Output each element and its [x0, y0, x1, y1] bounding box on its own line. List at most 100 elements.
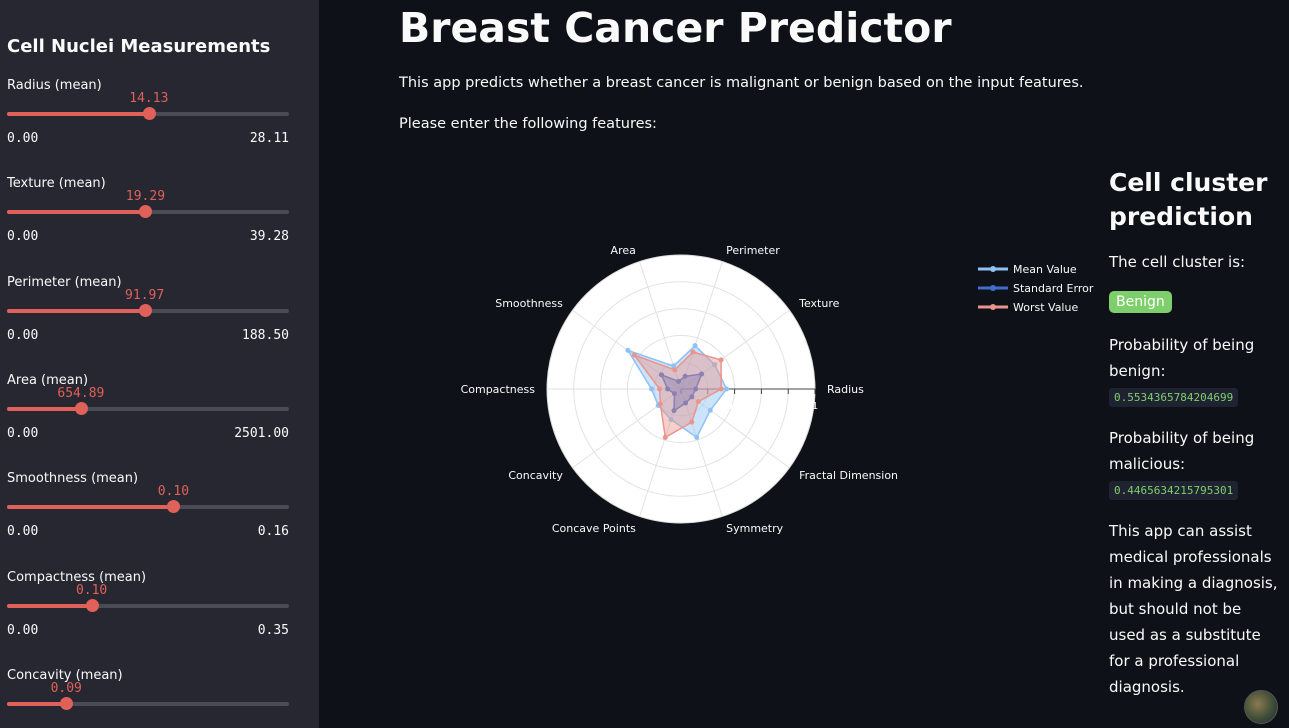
slider-min: 0.00 [7, 328, 39, 343]
slider-thumb[interactable] [60, 697, 74, 710]
axis-label: Smoothness [495, 297, 563, 310]
series-point-2 [718, 386, 724, 392]
benign-probability-label: Probability of being benign: [1109, 336, 1255, 380]
slider-track[interactable] [7, 500, 289, 513]
angular-gridline [572, 388, 682, 469]
series-point-2 [657, 401, 663, 407]
series-point-1 [682, 373, 688, 379]
angular-gridline [680, 261, 723, 390]
slider-thumb[interactable] [74, 402, 88, 415]
slider-max: 0.16 [257, 524, 289, 539]
legend-marker [990, 285, 996, 291]
slider-max: 2501.00 [234, 426, 289, 441]
slider-label: Concavity (mean) [7, 668, 123, 683]
slider-max: 188.50 [242, 328, 289, 343]
radar-chart[interactable]: 0 0.2 0.4 0.6 0.8 1 Radius Texture Perimeter Area… [420, 200, 1100, 580]
slider-track[interactable] [7, 107, 289, 120]
axis-label: Symmetry [726, 522, 784, 535]
slider-3[interactable]: Area (mean) 654.89 0.00 2501.00 [7, 373, 289, 463]
slider-thumb[interactable] [85, 599, 99, 612]
instruction-text: Please enter the following features: [399, 116, 657, 132]
legend-marker [990, 266, 996, 272]
radial-tick-label: 0.8 [780, 401, 796, 412]
slider-fill [7, 702, 67, 706]
slider-label: Perimeter (mean) [7, 275, 122, 290]
slider-min: 0.00 [7, 229, 39, 244]
slider-label: Smoothness (mean) [7, 471, 139, 486]
slider-5[interactable]: Compactness (mean) 0.10 0.00 0.35 [7, 570, 289, 660]
slider-label: Compactness (mean) [7, 570, 147, 585]
user-avatar[interactable] [1244, 690, 1278, 724]
slider-thumb[interactable] [138, 304, 152, 317]
slider-thumb[interactable] [139, 205, 153, 218]
slider-2[interactable]: Perimeter (mean) 91.97 0.00 188.50 [7, 275, 289, 365]
slider-label: Radius (mean) [7, 78, 102, 93]
slider-4[interactable]: Smoothness (mean) 0.10 0.00 0.16 [7, 471, 289, 561]
axis-label: Compactness [461, 383, 536, 396]
radial-tick-label: 0.6 [753, 401, 769, 412]
series-point-2 [631, 352, 637, 358]
axis-label: Area [611, 244, 636, 257]
series-point-1 [683, 400, 689, 406]
slider-value: 19.29 [125, 189, 166, 204]
series-point-0 [671, 363, 677, 369]
series-point-2 [718, 357, 724, 363]
series-point-0 [668, 417, 674, 423]
slider-track[interactable] [7, 402, 289, 415]
series-point-2 [662, 434, 668, 440]
slider-thumb[interactable] [142, 107, 156, 120]
app-description: This app predicts whether a breast cance… [399, 75, 1084, 91]
slider-0[interactable]: Radius (mean) 14.13 0.00 28.11 [7, 78, 289, 168]
slider-track[interactable] [7, 205, 289, 218]
series-point-1 [671, 391, 677, 397]
slider-value: 91.97 [125, 288, 165, 303]
slider-6[interactable]: Concavity (mean) 0.09 [7, 668, 289, 728]
slider-track[interactable] [7, 697, 289, 710]
slider-min: 0.00 [7, 426, 39, 441]
slider-1[interactable]: Texture (mean) 19.29 0.00 39.28 [7, 176, 289, 266]
slider-fill [7, 505, 174, 509]
slider-min: 0.00 [7, 524, 39, 539]
page-title: Breast Cancer Predictor [399, 4, 952, 52]
sidebar: Cell Nuclei Measurements Radius (mean) 14… [0, 0, 319, 728]
series-point-1 [693, 386, 699, 392]
slider-fill [7, 210, 146, 214]
legend-label: Mean Value [1013, 263, 1077, 276]
disclaimer-text: This app can assist medical professional… [1109, 522, 1278, 696]
slider-value: 0.10 [157, 484, 190, 499]
slider-label: Area (mean) [7, 373, 89, 388]
slider-fill [7, 407, 81, 411]
series-point-2 [695, 399, 701, 405]
slider-max: 39.28 [249, 229, 289, 244]
benign-probability-value: 0.5534365784204699 [1109, 388, 1239, 407]
angular-gridline [680, 388, 723, 517]
malicious-probability-label: Probability of being malicious: [1109, 429, 1255, 473]
slider-value: 0.09 [50, 681, 82, 696]
slider-fill [7, 604, 92, 608]
series-point-0 [712, 362, 718, 368]
series-point-1 [671, 408, 677, 414]
slider-value: 654.89 [57, 386, 105, 401]
series-point-0 [707, 407, 713, 413]
slider-label: Texture (mean) [7, 176, 106, 191]
axis-label: Concavity [508, 469, 563, 482]
series-point-2 [689, 419, 695, 425]
slider-thumb[interactable] [167, 500, 181, 513]
slider-value: 14.13 [129, 91, 169, 106]
axis-label: Perimeter [726, 244, 780, 257]
axis-label: Texture [798, 297, 839, 310]
legend-label: Worst Value [1013, 301, 1078, 314]
legend-label: Standard Error [1013, 282, 1094, 295]
series-point-1 [676, 378, 682, 384]
slider-fill [7, 309, 145, 313]
slider-min: 0.00 [7, 131, 39, 146]
slider-track[interactable] [7, 599, 289, 612]
axis-label: Fractal Dimension [799, 469, 898, 482]
slider-min: 0.00 [7, 623, 39, 638]
slider-track[interactable] [7, 304, 289, 317]
slider-value: 0.10 [75, 583, 108, 598]
series-point-0 [694, 434, 700, 440]
prediction-heading: Cell cluster prediction [1109, 168, 1268, 231]
radial-tick-label: 0.2 [700, 401, 716, 412]
series-point-0 [692, 343, 698, 349]
